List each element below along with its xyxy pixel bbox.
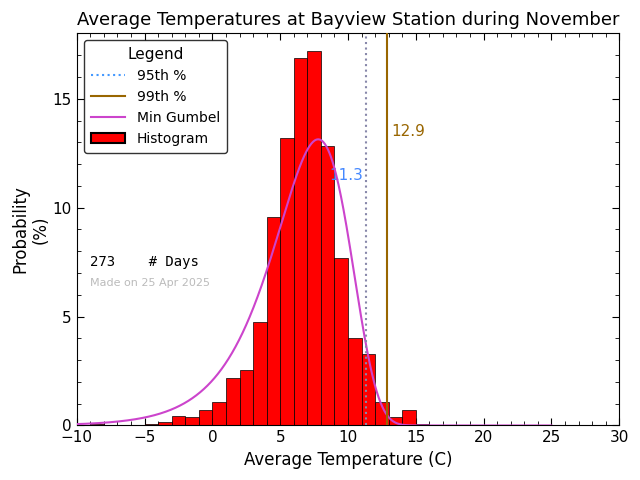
Bar (403, 409, 416, 425)
Bar (388, 418, 403, 425)
Bar (226, 378, 239, 425)
Bar (172, 416, 186, 425)
Text: 11.3: 11.3 (329, 168, 363, 182)
Text: 273    # Days: 273 # Days (90, 255, 199, 269)
X-axis label: Average Temperature (C): Average Temperature (C) (244, 451, 452, 469)
Bar (253, 322, 267, 425)
Legend: 95th %, 99th %, Min Gumbel, Histogram: 95th %, 99th %, Min Gumbel, Histogram (84, 40, 227, 153)
Bar (239, 370, 253, 425)
Bar (280, 138, 294, 425)
Text: 12.9: 12.9 (392, 124, 425, 139)
Text: Made on 25 Apr 2025: Made on 25 Apr 2025 (90, 278, 211, 288)
Bar (145, 424, 158, 425)
Title: Average Temperatures at Bayview Station during November: Average Temperatures at Bayview Station … (77, 11, 620, 29)
Bar (348, 338, 362, 425)
Bar (321, 146, 335, 425)
Bar (186, 418, 199, 425)
Bar (90, 424, 104, 425)
Bar (335, 258, 348, 425)
Bar (267, 217, 280, 425)
Bar (158, 422, 172, 425)
Y-axis label: Probability
(%): Probability (%) (11, 186, 50, 274)
Bar (294, 59, 307, 425)
Bar (375, 401, 388, 425)
Bar (362, 354, 375, 425)
Bar (307, 51, 321, 425)
Bar (416, 424, 429, 425)
Bar (199, 409, 212, 425)
Bar (212, 401, 226, 425)
